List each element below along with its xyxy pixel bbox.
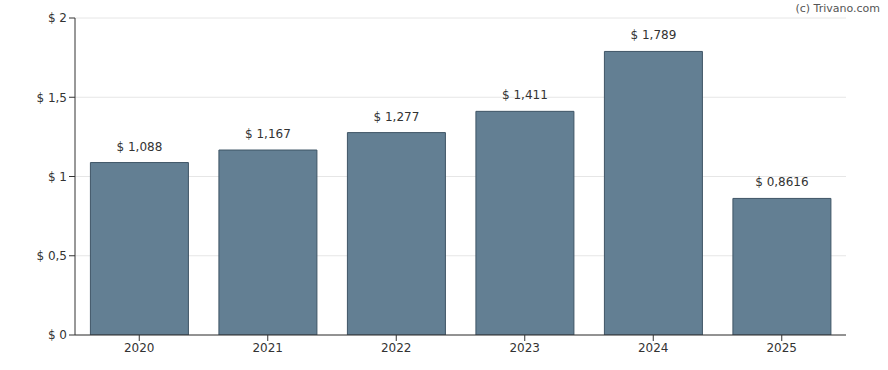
svg-text:$ 1,411: $ 1,411 (502, 88, 548, 102)
svg-text:$ 2: $ 2 (48, 11, 67, 25)
svg-text:2024: 2024 (638, 341, 669, 355)
svg-text:2022: 2022 (381, 341, 412, 355)
svg-text:2025: 2025 (766, 341, 797, 355)
svg-text:$ 1,277: $ 1,277 (374, 110, 420, 124)
svg-text:$ 0: $ 0 (48, 328, 67, 342)
svg-text:$ 0,5: $ 0,5 (36, 249, 67, 263)
svg-text:2020: 2020 (124, 341, 155, 355)
svg-text:$ 1,167: $ 1,167 (245, 127, 291, 141)
html-text:(c) Trivano.com: (c) Trivano.com (795, 2, 880, 15)
svg-text:$ 1: $ 1 (48, 170, 67, 184)
svg-text:$ 1,5: $ 1,5 (36, 91, 67, 105)
svg-text:$ 0,8616: $ 0,8616 (755, 175, 808, 189)
svg-text:2023: 2023 (509, 341, 540, 355)
svg-text:$ 1,789: $ 1,789 (631, 28, 677, 42)
svg-text:2021: 2021 (252, 341, 283, 355)
svg-text:$ 1,088: $ 1,088 (117, 140, 163, 154)
